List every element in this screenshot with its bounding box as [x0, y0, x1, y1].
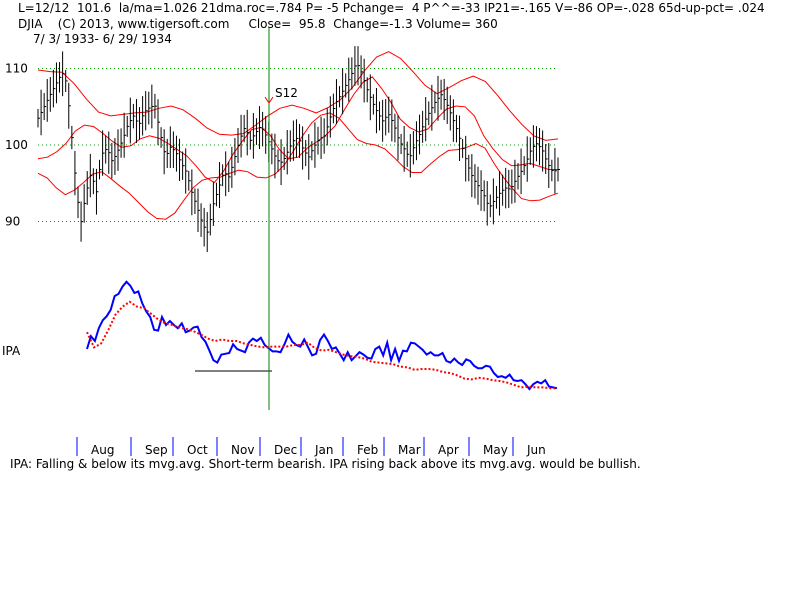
y-tick-label: 100: [5, 138, 28, 152]
month-label: May: [483, 443, 508, 457]
month-label: Apr: [438, 443, 459, 457]
month-label: Oct: [187, 443, 208, 457]
ipa-moving-average-line: [86, 300, 557, 390]
ipa-panel: IPA: [2, 280, 558, 391]
date-range: 7/ 3/ 1933- 6/ 29/ 1934: [33, 32, 172, 46]
upper-band-line: [37, 51, 559, 141]
month-label: Jan: [314, 443, 334, 457]
signal-markers: S12: [264, 28, 298, 410]
price-bars: [37, 46, 560, 253]
y-tick-label: 110: [5, 62, 28, 76]
footer-note: IPA: Falling & below its mvg.avg. Short-…: [10, 457, 641, 471]
stats-line: L=12/12 101.6 la/ma=1.026 21dma.roc=.784…: [18, 1, 765, 15]
moving-average-bands: [37, 51, 559, 220]
lower-band-line: [37, 112, 559, 220]
month-label: Mar: [398, 443, 421, 457]
y-axis-labels: 110 100 90: [5, 62, 28, 229]
month-label: Aug: [91, 443, 114, 457]
month-label: Dec: [274, 443, 297, 457]
ipa-label: IPA: [2, 344, 21, 358]
month-label: Sep: [145, 443, 168, 457]
month-label: Jun: [526, 443, 546, 457]
middle-band-line: [37, 76, 558, 184]
y-tick-label: 90: [5, 215, 20, 229]
signal-label: S12: [275, 86, 298, 100]
sell-arrow-icon: [264, 96, 274, 104]
ipa-line: [86, 280, 558, 391]
month-axis: Aug Sep Oct Nov Dec Jan Feb Mar Apr May Jun: [76, 437, 546, 457]
month-label: Nov: [231, 443, 254, 457]
title-line: DJIA (C) 2013, www.tigersoft.com Close= …: [18, 17, 498, 31]
gridlines: [38, 68, 558, 222]
month-label: Feb: [357, 443, 378, 457]
